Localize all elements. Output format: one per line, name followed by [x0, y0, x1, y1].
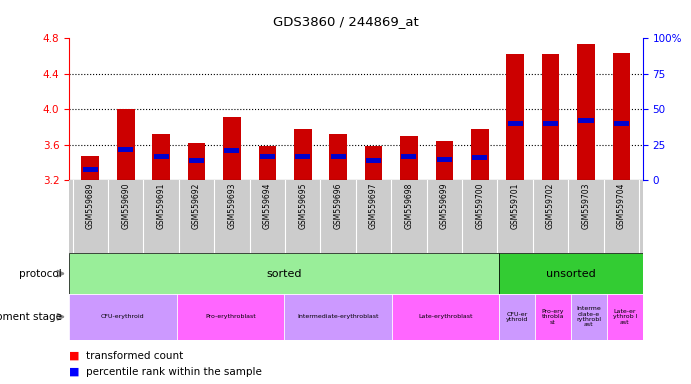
Bar [258, 146, 276, 180]
Bar [83, 167, 98, 172]
Bar [607, 294, 643, 340]
Bar [508, 121, 522, 126]
Text: GSM559694: GSM559694 [263, 183, 272, 229]
Text: sorted: sorted [267, 268, 302, 279]
Bar [330, 154, 346, 159]
Text: percentile rank within the sample: percentile rank within the sample [86, 367, 263, 377]
Bar [225, 148, 240, 153]
Text: GSM559692: GSM559692 [192, 183, 201, 229]
Bar [295, 154, 310, 159]
Bar [401, 154, 417, 159]
Text: GSM559699: GSM559699 [440, 183, 449, 229]
Text: ■: ■ [69, 351, 79, 361]
Text: Pro-ery
throbla
st: Pro-ery throbla st [542, 309, 565, 325]
Bar [578, 118, 594, 123]
Bar [392, 294, 499, 340]
Bar [543, 121, 558, 126]
Text: ■: ■ [69, 367, 79, 377]
Bar [189, 158, 204, 163]
Bar [577, 44, 595, 180]
Text: GDS3860 / 244869_at: GDS3860 / 244869_at [273, 15, 418, 28]
Text: GSM559703: GSM559703 [582, 183, 591, 229]
Text: GSM559697: GSM559697 [369, 183, 378, 229]
Bar [542, 55, 560, 180]
Text: Pro-erythroblast: Pro-erythroblast [205, 314, 256, 319]
Text: transformed count: transformed count [86, 351, 184, 361]
Text: CFU-er
ythroid: CFU-er ythroid [506, 311, 529, 322]
Bar [366, 158, 381, 163]
Text: GSM559690: GSM559690 [121, 183, 130, 229]
Bar [223, 117, 240, 180]
Text: GSM559704: GSM559704 [617, 183, 626, 229]
Bar [177, 294, 284, 340]
Bar [571, 294, 607, 340]
Bar [284, 294, 392, 340]
Text: unsorted: unsorted [546, 268, 596, 279]
Text: GSM559696: GSM559696 [334, 183, 343, 229]
Text: GSM559701: GSM559701 [511, 183, 520, 229]
Bar [118, 147, 133, 152]
Text: GSM559702: GSM559702 [546, 183, 555, 229]
Text: GSM559691: GSM559691 [157, 183, 166, 229]
Text: GSM559698: GSM559698 [404, 183, 413, 229]
Bar [69, 294, 177, 340]
Text: Intermediate-erythroblast: Intermediate-erythroblast [297, 314, 379, 319]
Bar [437, 157, 452, 162]
Text: Late-erythroblast: Late-erythroblast [418, 314, 473, 319]
Bar [499, 294, 535, 340]
Text: development stage: development stage [0, 312, 62, 322]
Text: Late-er
ythrob l
ast: Late-er ythrob l ast [612, 309, 637, 325]
Bar [535, 294, 571, 340]
Bar [612, 53, 630, 180]
Text: GSM559695: GSM559695 [299, 183, 307, 229]
Text: GSM559693: GSM559693 [227, 183, 236, 229]
Text: CFU-erythroid: CFU-erythroid [101, 314, 144, 319]
Bar [330, 134, 347, 180]
Bar [152, 134, 170, 180]
Bar [472, 155, 487, 160]
Bar [499, 253, 643, 294]
Bar [82, 156, 100, 180]
Bar [69, 253, 499, 294]
Bar [153, 154, 169, 159]
Bar [117, 109, 135, 180]
Bar [365, 146, 382, 180]
Text: GSM559689: GSM559689 [86, 183, 95, 229]
Bar [435, 141, 453, 180]
Bar [260, 154, 275, 159]
Bar [614, 121, 629, 126]
Bar [294, 129, 312, 180]
Text: GSM559700: GSM559700 [475, 183, 484, 229]
Text: Interme
diate-e
rythrobl
ast: Interme diate-e rythrobl ast [576, 306, 601, 328]
Text: protocol: protocol [19, 268, 62, 279]
Bar [400, 136, 418, 180]
Bar [471, 129, 489, 180]
Bar [188, 143, 205, 180]
Bar [507, 55, 524, 180]
